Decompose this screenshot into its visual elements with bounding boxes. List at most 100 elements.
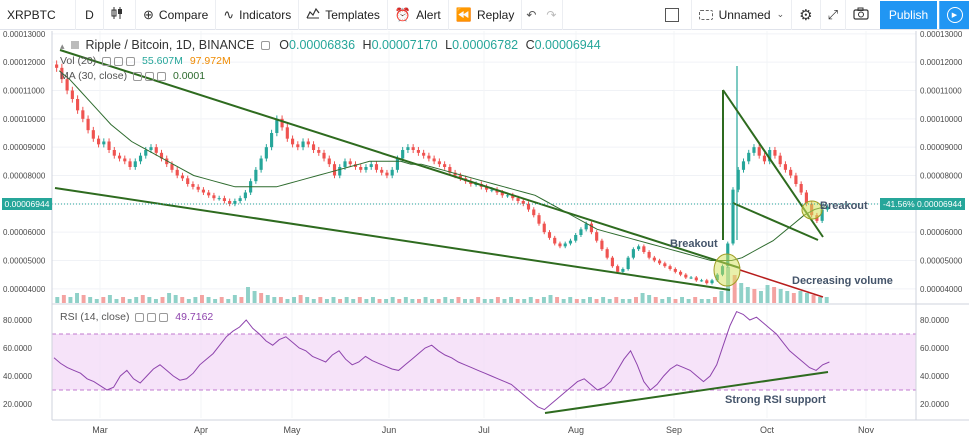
layout-menu-button[interactable]: Unnamed ⌄ [690,0,793,30]
settings-small-icon[interactable] [145,71,155,81]
volume-bar [541,297,546,303]
candle-body [684,274,688,278]
collapse-arrow-icon[interactable]: ▴ [60,41,65,51]
settings-button[interactable]: ⚙ [792,0,821,30]
volume-bar [463,299,467,303]
volume-bar [791,293,796,303]
price-axis-label-left: 0.00005000 [3,257,46,266]
ma-legend[interactable]: MA (30, close) 0.0001 [60,70,205,82]
candle-body [579,229,583,235]
stream-button[interactable]: ▶ [939,0,969,29]
templates-label: Templates [325,7,380,22]
time-axis-label: Oct [760,425,775,435]
decreasing-volume-label: Decreasing volume [792,275,893,287]
candle-body [521,201,525,204]
indicators-label: Indicators [239,7,292,22]
price-axis-label-left: 0.00010000 [3,115,46,124]
candle-body [474,184,478,185]
templates-button[interactable]: Templates [299,0,388,30]
settings-small-icon[interactable] [114,56,124,66]
candle-body [380,169,384,173]
volume-legend[interactable]: Vol (20) 55.607M 97.972M [60,55,231,67]
replay-button[interactable]: ⏪ Replay [449,0,523,30]
symbol-legend[interactable]: ▴ Ripple / Bitcoin, 1D, BINANCE O0.00006… [60,38,601,52]
volume-bar [693,297,698,303]
h-value: 0.00007170 [371,38,438,52]
candle-body [207,192,211,196]
rsi-legend[interactable]: RSI (14, close) 49.7162 [60,311,213,323]
eye-icon[interactable] [135,312,145,322]
top-toolbar: XRPBTC D ⊕ Compare ∿ Indicators Template… [0,0,969,30]
candle-body [222,198,226,201]
volume-bar [252,291,257,303]
rsi-axis-label-left: 80.0000 [3,316,32,325]
rsi-axis-label-right: 20.0000 [920,400,949,409]
chart-style-button[interactable] [104,0,136,30]
candle-body [233,201,237,204]
time-axis[interactable]: Mar Apr May Jun Jul Aug Sep Oct Nov [92,425,874,435]
rsi-support-label: Strong RSI support [725,394,826,406]
settings-small-icon[interactable] [147,312,157,322]
alert-button[interactable]: ⏰ Alert [388,0,449,30]
fullscreen-button[interactable]: ⤢ [821,0,846,30]
candle-body [610,257,614,267]
volume-bar [403,297,408,303]
candle-body [406,147,410,150]
candle-body [107,141,111,150]
eye-icon[interactable] [102,56,112,66]
candle-body [306,141,310,145]
eye-toggle-icon[interactable] [260,41,270,51]
volume-bar [397,299,402,303]
volume-bar [627,299,632,303]
candle-body [783,164,788,170]
replay-label: Replay [476,7,515,22]
close-small-icon[interactable] [126,56,136,66]
candle-body [595,232,599,241]
candle-body [81,110,85,119]
close-small-icon[interactable] [157,71,167,81]
snapshot-button[interactable] [846,0,876,30]
trendline-drawings[interactable] [54,49,829,414]
fullscreen-square-icon[interactable] [664,7,679,22]
vol-value-1: 55.607M [142,55,183,67]
rsi-axis-label-right: 40.0000 [920,372,949,381]
candle-body [678,271,683,275]
candle-body [757,147,761,156]
volume-bar [548,295,553,303]
c-value: 0.00006944 [534,38,601,52]
redo-button[interactable]: ↷ [540,0,564,30]
volume-bar [680,297,685,303]
candle-body [637,246,641,250]
rsi-axis[interactable]: 80.0000 80.0000 60.0000 60.0000 40.0000 40.00… [3,316,949,409]
volume-bar [226,299,231,303]
alarm-clock-icon: ⏰ [394,6,412,22]
volume-bar [430,299,435,303]
candle-body [359,167,363,170]
indicators-button[interactable]: ∿ Indicators [216,0,300,30]
plus-circle-icon: ⊕ [143,6,154,22]
candle-body [773,150,777,156]
volume-bar [167,293,172,303]
volume-bar [410,299,415,303]
candle-body [563,243,567,247]
volume-bar [818,297,823,303]
volume-bar [121,297,126,303]
compare-button[interactable]: ⊕ Compare [136,0,217,30]
price-axis-label-left: 0.00011000 [3,87,45,96]
publish-button[interactable]: Publish [880,0,937,29]
symbol-search[interactable]: XRPBTC [0,0,76,30]
candle-body [212,195,216,199]
candle-body [647,252,651,258]
eye-icon[interactable] [133,71,143,81]
interval-button[interactable]: D [76,0,104,30]
volume-bar [706,299,711,303]
candle-body [117,155,122,159]
undo-button[interactable]: ↶ [522,0,540,30]
candle-body [626,257,630,269]
close-small-icon[interactable] [159,312,169,322]
candle-body [443,164,447,167]
candle-body [699,280,704,282]
volume-bar [114,299,119,303]
candle-body [238,198,242,201]
